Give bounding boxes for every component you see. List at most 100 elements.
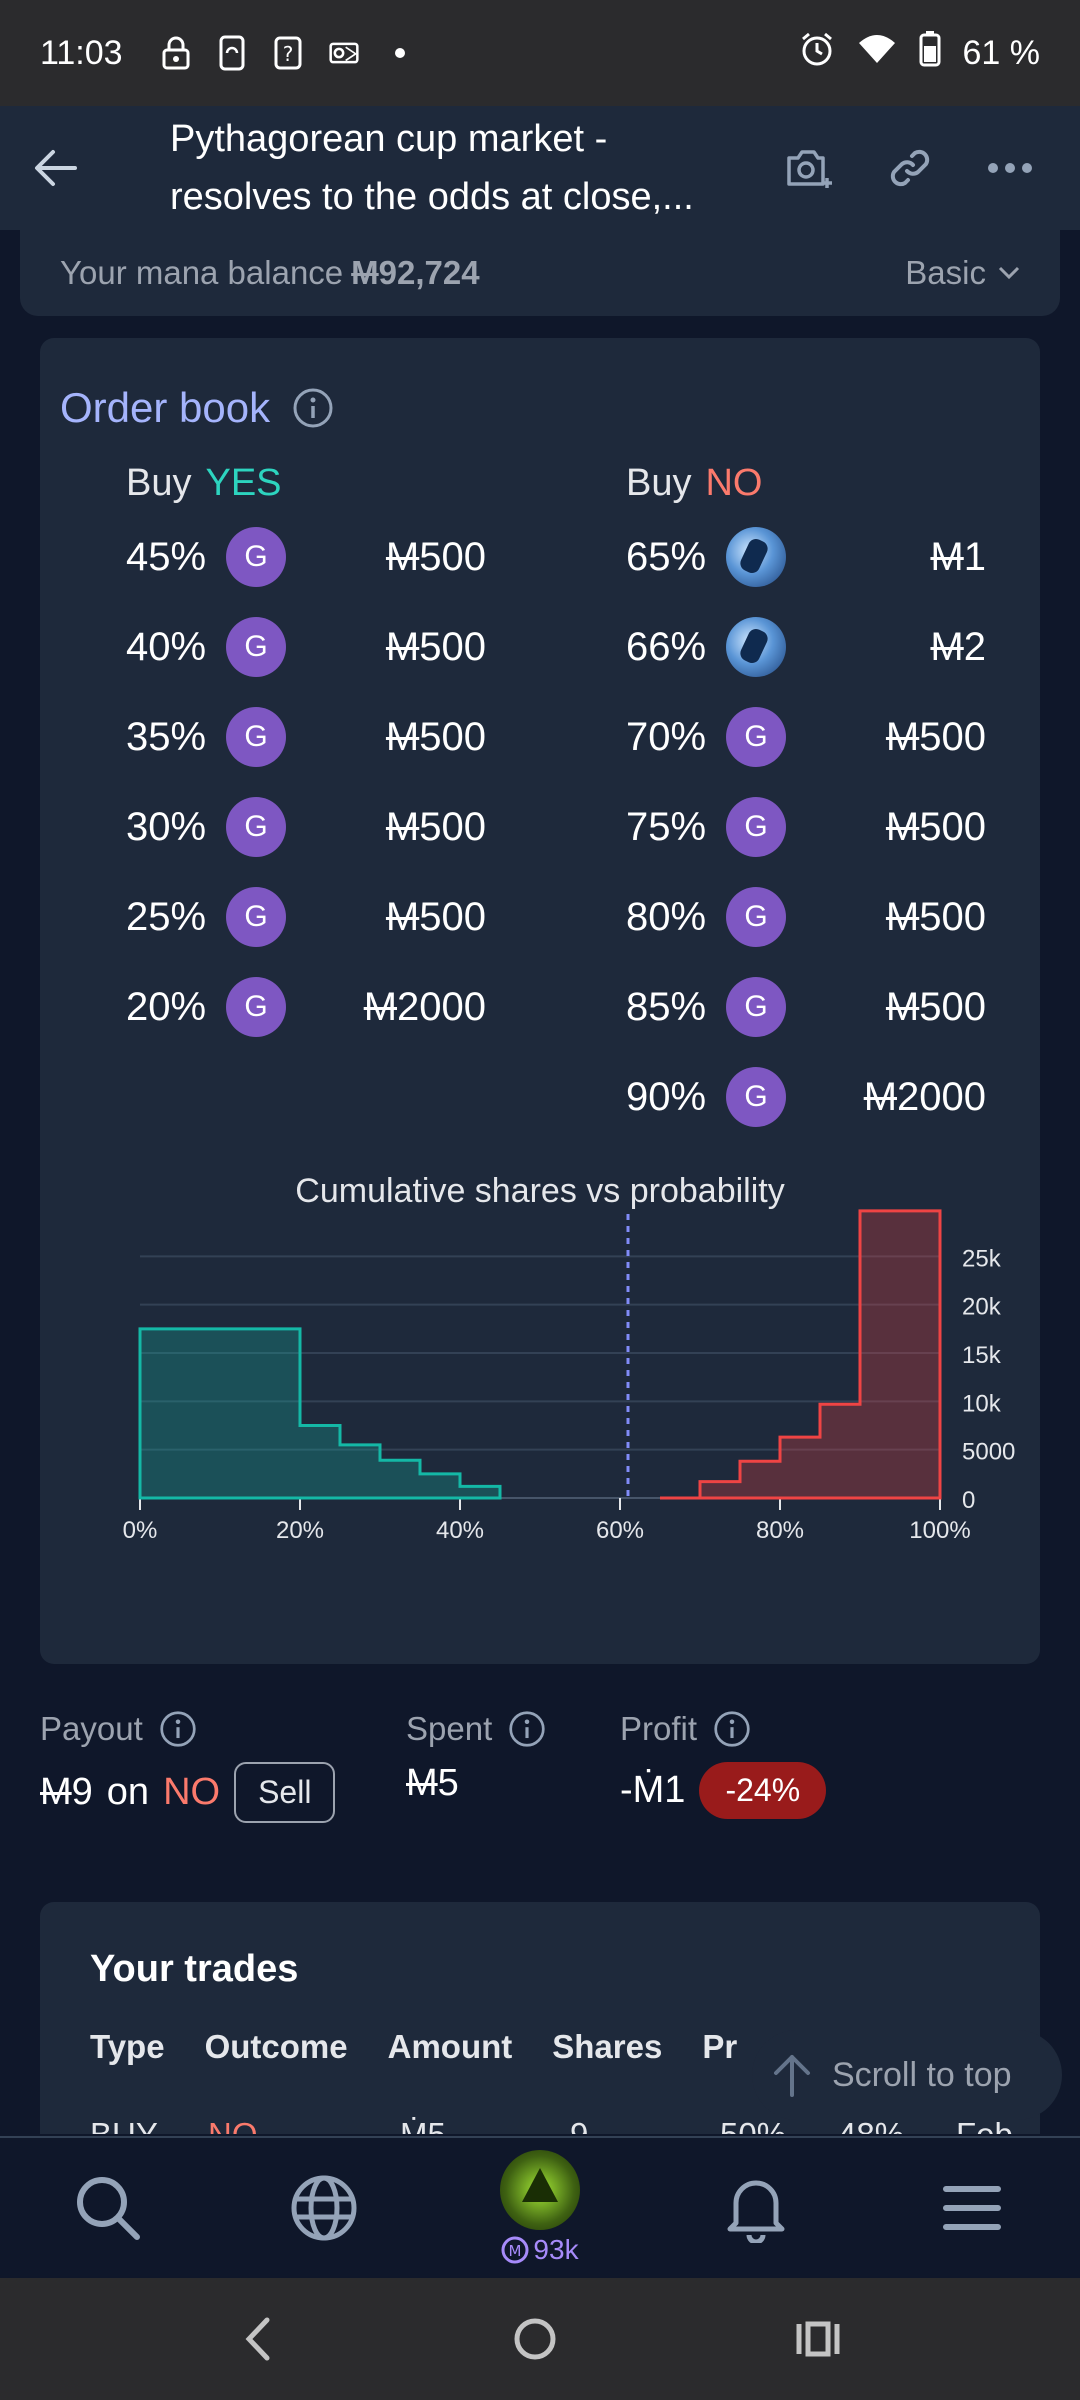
order-book-card: Order book Buy YES 45% G M500 40% G M500 35% G M5… <box>40 338 1040 1664</box>
trade-type: BUY <box>90 2116 208 2134</box>
phone-sync-icon <box>217 35 247 71</box>
order-amount: M2000 <box>863 1074 986 1119</box>
order-amount: M500 <box>885 714 986 759</box>
payout-amount: M9 <box>40 1771 93 1813</box>
avatar[interactable]: G <box>226 977 286 1037</box>
system-recents-icon[interactable] <box>793 2314 843 2364</box>
back-button[interactable] <box>0 106 110 230</box>
order-probability: 85% <box>626 984 707 1029</box>
chart-title: Cumulative shares vs probability <box>295 1172 785 1210</box>
nav-notifications[interactable] <box>686 2137 826 2279</box>
avatar[interactable]: G <box>226 617 286 677</box>
mode-label: Basic <box>905 254 986 291</box>
avatar[interactable]: G <box>726 977 786 1037</box>
svg-text:M: M <box>509 2242 522 2260</box>
yes-order-row: 45% G M500 <box>126 512 486 602</box>
payout-outcome: NO <box>163 1771 221 1813</box>
bell-icon <box>727 2180 785 2243</box>
spent-amount: M5 <box>406 1762 459 1804</box>
ellipsis-icon <box>988 163 1032 173</box>
order-probability: 20% <box>126 984 207 1029</box>
trade-date: Feb <box>956 2116 1013 2134</box>
chevron-down-icon <box>998 266 1020 280</box>
profit-amount: -Ṁ1 <box>620 1769 686 1811</box>
info-icon[interactable] <box>508 1710 546 1748</box>
y-tick-label: 15k <box>962 1342 1002 1369</box>
menu-icon <box>943 2186 1001 2230</box>
avatar[interactable]: G <box>226 887 286 947</box>
order-probability: 80% <box>626 894 707 939</box>
nav-profile[interactable]: M 93k <box>470 2137 610 2279</box>
info-icon[interactable] <box>292 387 334 429</box>
system-back-icon[interactable] <box>237 2314 277 2364</box>
profit-stat: Profit -Ṁ1 -24% <box>620 1710 827 1819</box>
avatar[interactable]: G <box>726 707 786 767</box>
scroll-to-top-button[interactable]: Scroll to top <box>752 2030 1062 2120</box>
trades-title: Your trades <box>90 1948 299 1990</box>
col-shares: Shares <box>552 2028 663 2065</box>
yes-order-row: 20% G M2000 <box>126 962 486 1052</box>
globe-icon <box>291 2175 357 2241</box>
col-type: Type <box>90 2028 165 2065</box>
payout-label: Payout <box>40 1710 143 1747</box>
mana-balance-bar: Your mana balance M92,724 Basic <box>20 230 1060 316</box>
order-probability: 70% <box>626 714 707 759</box>
yes-order-row: 30% G M500 <box>126 782 486 872</box>
copy-link-button[interactable] <box>880 138 940 198</box>
nav-menu[interactable] <box>902 2137 1042 2279</box>
market-title[interactable]: Pythagorean cup market - resolves to the… <box>170 118 694 218</box>
system-navigation-bar <box>0 2278 1080 2400</box>
battery-icon <box>919 30 941 76</box>
avatar[interactable]: G <box>226 527 286 587</box>
spent-stat: Spent M5 <box>406 1710 546 1805</box>
avatar[interactable] <box>726 527 786 587</box>
no-order-row: 65% M1 <box>626 512 986 602</box>
order-probability: 35% <box>126 714 207 759</box>
order-amount: M500 <box>385 624 486 669</box>
arrow-up-icon <box>774 2055 810 2097</box>
no-order-row: 66% M2 <box>626 602 986 692</box>
scroll-to-top-label: Scroll to top <box>832 2055 1012 2094</box>
avatar[interactable] <box>726 617 786 677</box>
no-order-row: 85% G M500 <box>626 962 986 1052</box>
no-cumulative-area <box>660 1209 942 1500</box>
no-order-row: 80% G M500 <box>626 872 986 962</box>
avatar[interactable]: G <box>726 797 786 857</box>
trades-table-header: Type Outcome Amount Shares Pr <box>90 2028 777 2066</box>
nav-search[interactable] <box>38 2137 178 2279</box>
help-icon: ? <box>273 35 303 71</box>
col-outcome: Outcome <box>204 2028 348 2065</box>
arrow-left-icon <box>35 150 77 186</box>
info-icon[interactable] <box>159 1710 197 1748</box>
no-order-row: 70% G M500 <box>626 692 986 782</box>
lock-icon <box>161 35 191 71</box>
trade-prob-before: 50% <box>720 2116 838 2134</box>
order-amount: M500 <box>385 714 486 759</box>
avatar[interactable]: G <box>226 707 286 767</box>
system-home-icon[interactable] <box>510 2314 560 2364</box>
avatar[interactable]: G <box>726 887 786 947</box>
screenshot-button[interactable] <box>780 138 840 198</box>
trade-outcome: NO <box>208 2116 400 2134</box>
balance-amount: M92,724 <box>351 254 480 291</box>
camera-plus-icon <box>787 150 832 188</box>
y-tick-label: 5000 <box>962 1439 1015 1466</box>
sell-button[interactable]: Sell <box>234 1762 336 1823</box>
avatar[interactable]: G <box>226 797 286 857</box>
col-probability: Pr <box>702 2028 738 2065</box>
nav-explore[interactable] <box>254 2137 394 2279</box>
mode-dropdown[interactable]: Basic <box>905 254 1020 292</box>
no-order-row: 90% G M2000 <box>626 1052 986 1142</box>
no-orders-column: Buy NO 65% M1 66% M2 70% G M500 75% G M500 80% G M500… <box>626 462 986 1142</box>
col-amount: Amount <box>387 2028 513 2065</box>
order-amount: M2000 <box>363 984 486 1029</box>
spent-label: Spent <box>406 1710 493 1747</box>
search-icon <box>77 2177 140 2240</box>
avatar[interactable]: G <box>726 1067 786 1127</box>
info-icon[interactable] <box>713 1710 751 1748</box>
payout-stat: Payout M9 on NO Sell <box>40 1710 336 1823</box>
order-book-title: Order book <box>60 384 271 431</box>
trade-prob-after: 48% <box>838 2116 956 2134</box>
order-amount: M500 <box>885 984 986 1029</box>
more-options-button[interactable] <box>980 138 1040 198</box>
